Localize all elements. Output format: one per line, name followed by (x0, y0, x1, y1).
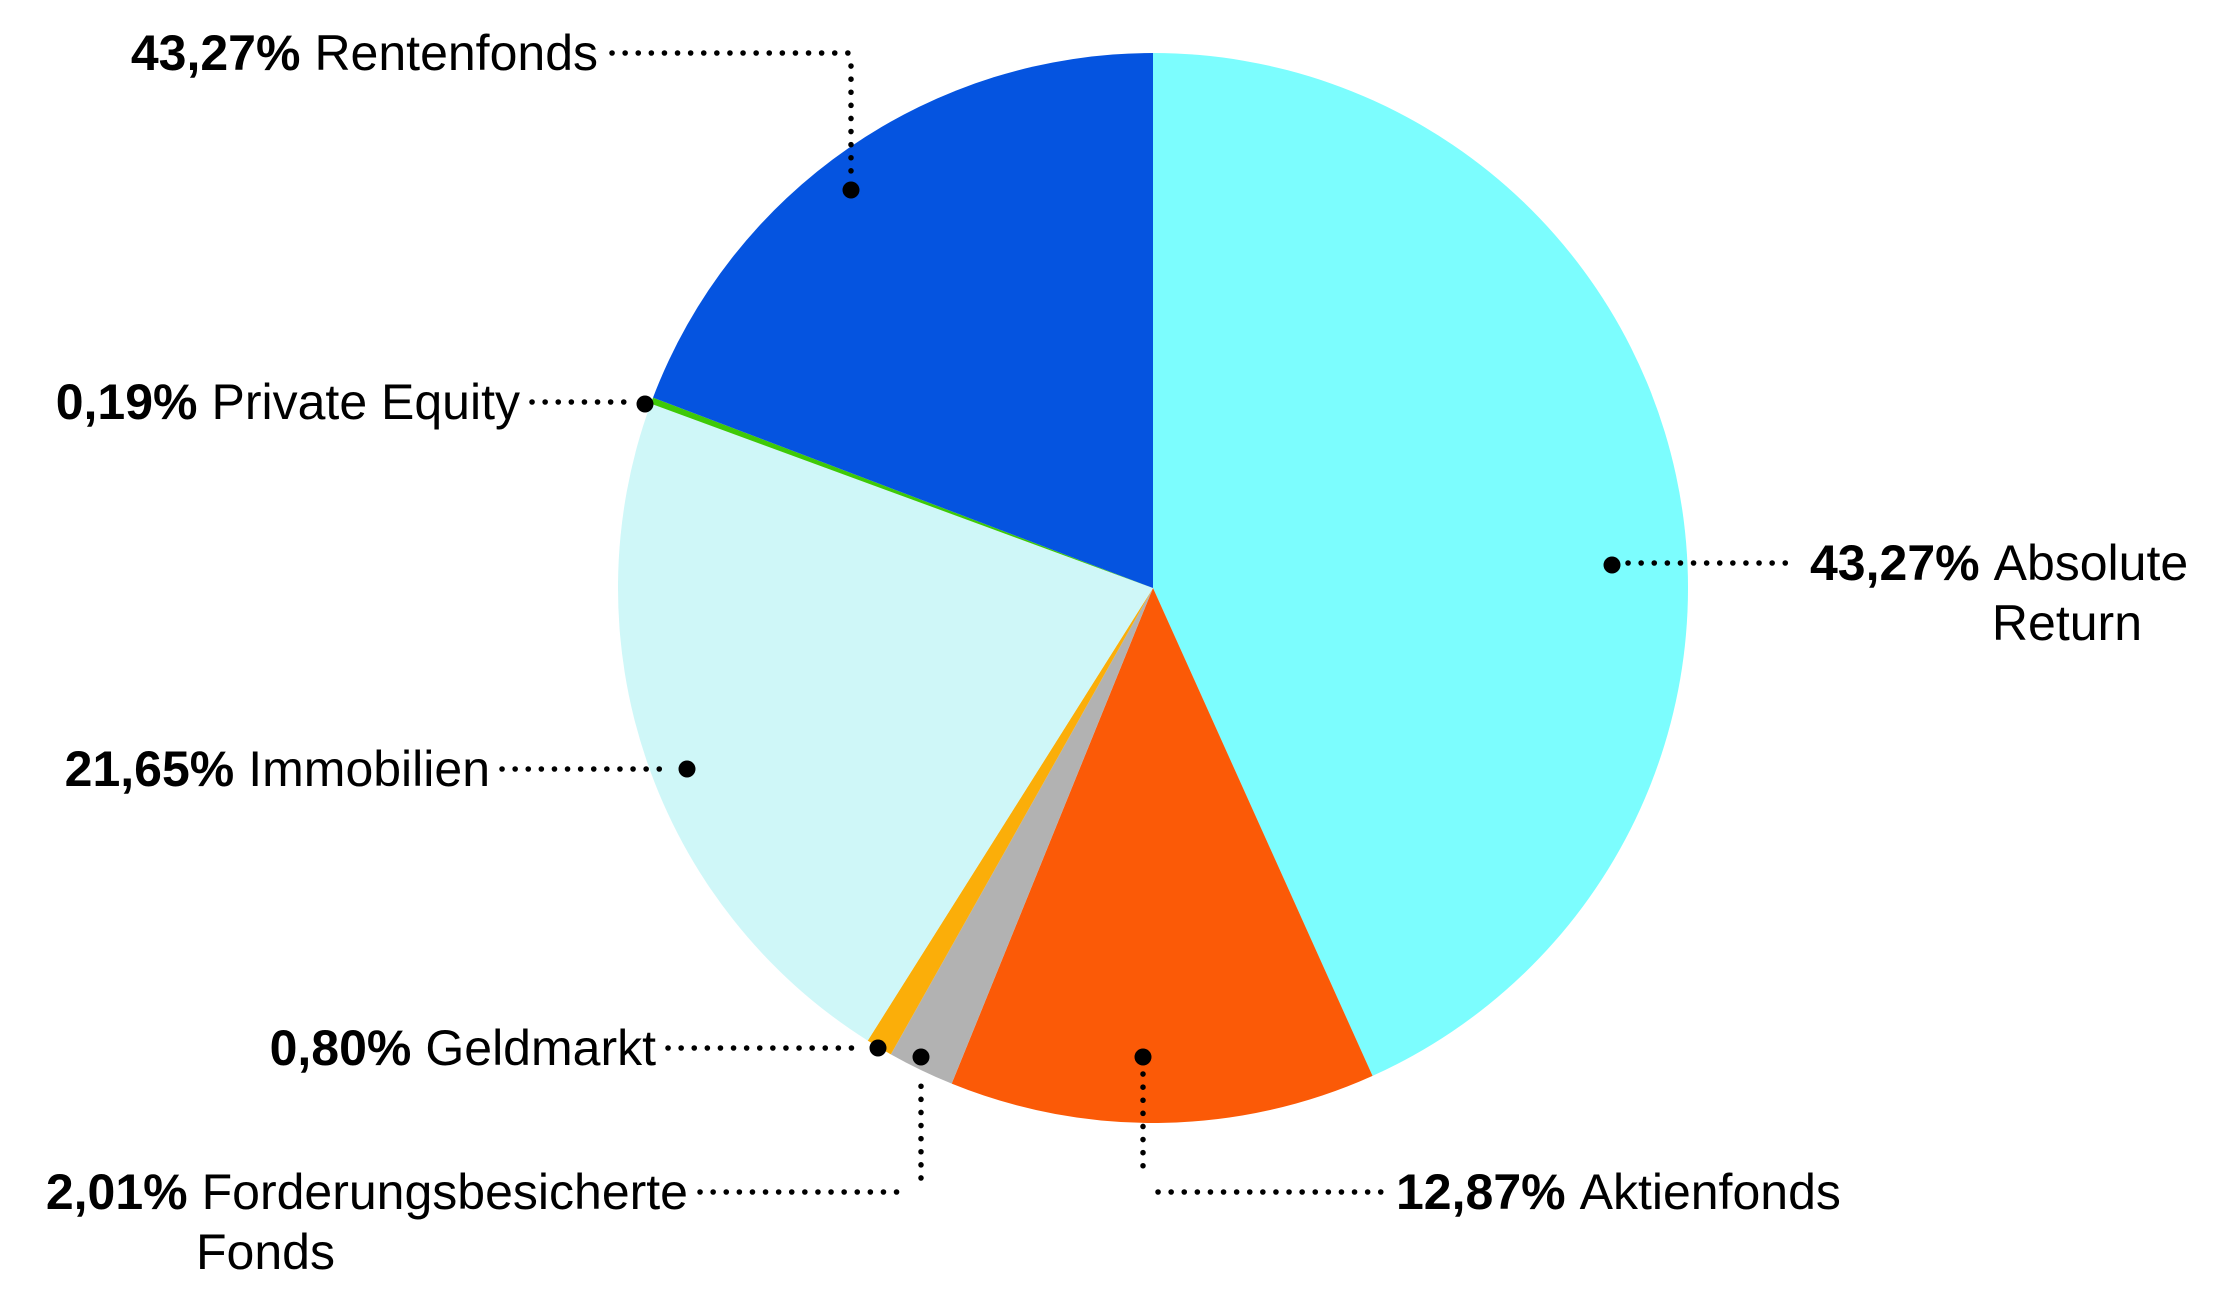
callout-immobilien-label: Immobilien (248, 741, 490, 797)
leader-rentenfonds (609, 50, 860, 199)
leader-aktienfonds (1134, 1048, 1385, 1195)
callout-geldmarkt-percent: 0,80% (270, 1020, 412, 1076)
callout-absolute-return-line1: 43,27% Absolute (1810, 535, 2188, 591)
callout-forderungsbesicherte-fonds-percent: 2,01% (46, 1164, 188, 1220)
callout-private-equity-percent: 0,19% (56, 374, 198, 430)
pie-slice-rentenfonds (653, 53, 1153, 588)
anchor-dot-rentenfonds (842, 181, 860, 199)
pie-slice-absolute-return (1153, 53, 1689, 1076)
callout-immobilien: 21,65% Immobilien (65, 741, 490, 797)
callout-private-equity-label: Private Equity (212, 374, 520, 430)
anchor-dot-immobilien (678, 760, 696, 778)
pie-slice-forderungsbesicherte-fonds (890, 588, 1153, 1084)
callout-immobilien-percent: 21,65% (65, 741, 235, 797)
anchor-dot-aktienfonds (1134, 1048, 1152, 1066)
leader-forderungsbesicherte-fonds (697, 1048, 930, 1195)
callout-forderungsbesicherte-fonds-line1: 2,01% Forderungsbesicherte (46, 1164, 688, 1220)
callout-aktienfonds: 12,87% Aktienfonds (1396, 1164, 1841, 1220)
pie-slice-aktienfonds (951, 588, 1373, 1124)
callout-absolute-return-label: Absolute (1994, 535, 2189, 591)
callout-absolute-return-line2: Return (1992, 595, 2142, 651)
leader-geldmarkt (665, 1039, 887, 1057)
callout-forderungsbesicherte-fonds-label: Forderungsbesicherte (202, 1164, 688, 1220)
anchor-dot-forderungsbesicherte-fonds (912, 1048, 930, 1066)
callout-rentenfonds-label: Rentenfonds (314, 25, 598, 81)
callout-geldmarkt-label: Geldmarkt (425, 1020, 656, 1076)
anchor-dot-absolute-return (1603, 556, 1621, 574)
anchor-dot-geldmarkt (869, 1039, 887, 1057)
pie-slice-private-equity (650, 397, 1153, 588)
callout-aktienfonds-label: Aktienfonds (1580, 1164, 1841, 1220)
pie-slice-immobilien (618, 403, 1153, 1041)
callout-aktienfonds-percent: 12,87% (1396, 1164, 1566, 1220)
leader-private-equity (529, 395, 654, 413)
leader-absolute-return (1603, 556, 1799, 574)
callout-forderungsbesicherte-fonds-line2: Fonds (196, 1224, 335, 1280)
callout-private-equity: 0,19% Private Equity (56, 374, 520, 430)
pie-slices (618, 53, 1689, 1124)
leader-immobilien (499, 760, 696, 778)
pie-slice-geldmarkt (867, 588, 1153, 1055)
anchor-dot-private-equity (636, 395, 654, 413)
callout-absolute-return-percent: 43,27% (1810, 535, 1980, 591)
callout-rentenfonds: 43,27% Rentenfonds (131, 25, 598, 81)
callout-geldmarkt: 0,80% Geldmarkt (270, 1020, 657, 1076)
callout-rentenfonds-percent: 43,27% (131, 25, 301, 81)
